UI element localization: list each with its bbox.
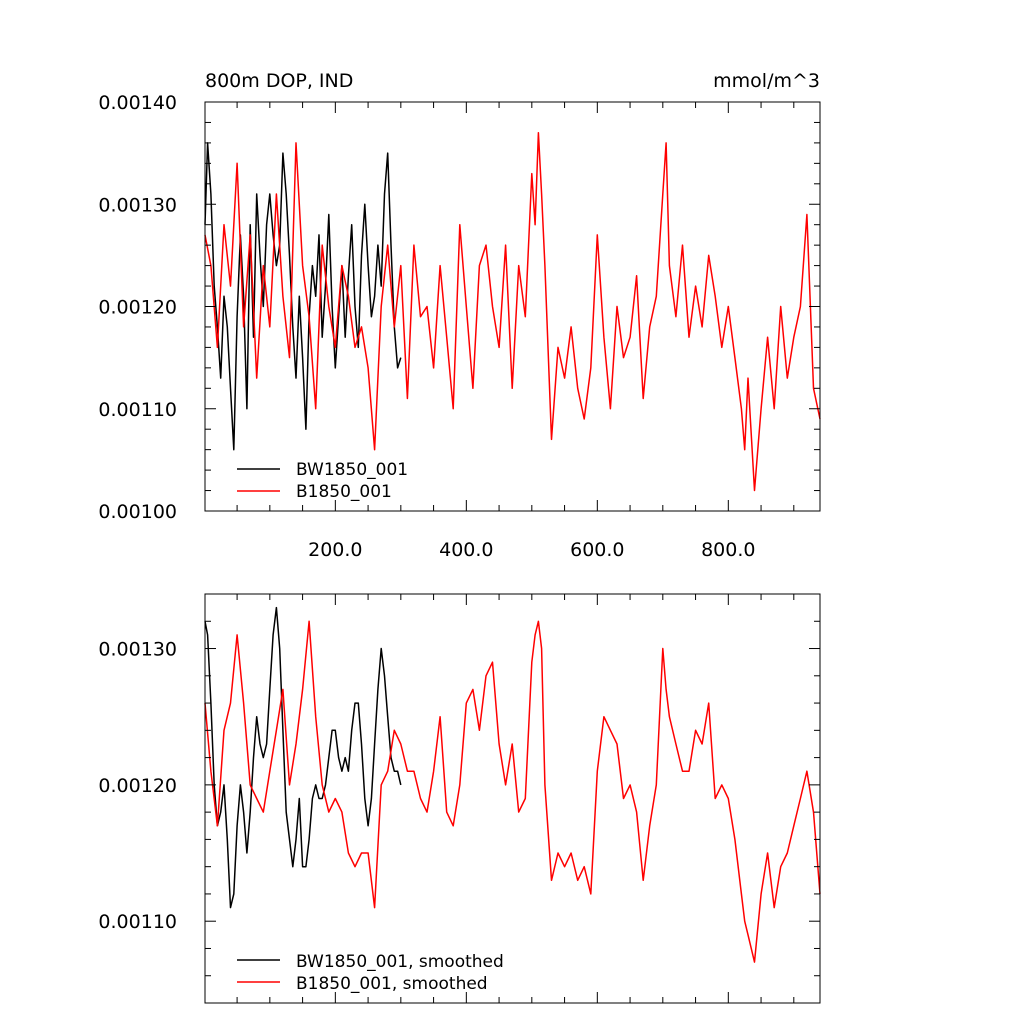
legend-label-b1850: B1850_001 [296,482,392,502]
series-line-0-1 [204,131,821,492]
bottom-axes: 0.00110 0.00120 0.00130 [98,594,820,1004]
legend-label-bw1850-smoothed: BW1850_001, smoothed [296,952,504,972]
legend-label-bw1850: BW1850_001 [296,460,408,480]
top-legend: BW1850_001 B1850_001 [237,460,408,502]
series-line-1-1 [204,620,821,963]
y-tick-label: 0.00130 [98,194,177,216]
x-tick-label: 400.0 [439,539,493,561]
series-line-0-0 [204,142,402,451]
y-tick-label: 0.00140 [98,92,177,114]
bottom-series-group [204,606,821,963]
chart-title: 800m DOP, IND [205,70,353,92]
bottom-plot-frame [204,593,821,1004]
top-axes: 200.0 400.0 600.0 800.0 0.00100 0.00110 0.0012… [98,92,820,561]
y-tick-label: 0.00130 [98,639,177,661]
series-line-1-0 [204,606,402,909]
y-tick-label: 0.00110 [98,911,177,933]
bottom-legend: BW1850_001, smoothed B1850_001, smoothed [237,952,504,994]
x-tick-label: 800.0 [701,539,755,561]
legend-label-b1850-smoothed: B1850_001, smoothed [296,974,488,994]
top-series-group [204,131,821,492]
x-tick-label: 200.0 [308,539,362,561]
y-tick-label: 0.00120 [98,297,177,319]
top-panel: 800m DOP, IND mmol/m^3 200.0 400.0 600.0 80… [98,70,821,561]
units-label: mmol/m^3 [713,70,820,92]
bottom-panel: 0.00110 0.00120 0.00130 BW1850_001, smooth… [98,593,821,1004]
y-tick-label: 0.00110 [98,399,177,421]
y-tick-label: 0.00120 [98,775,177,797]
y-tick-label: 0.00100 [98,501,177,523]
x-tick-label: 600.0 [570,539,624,561]
